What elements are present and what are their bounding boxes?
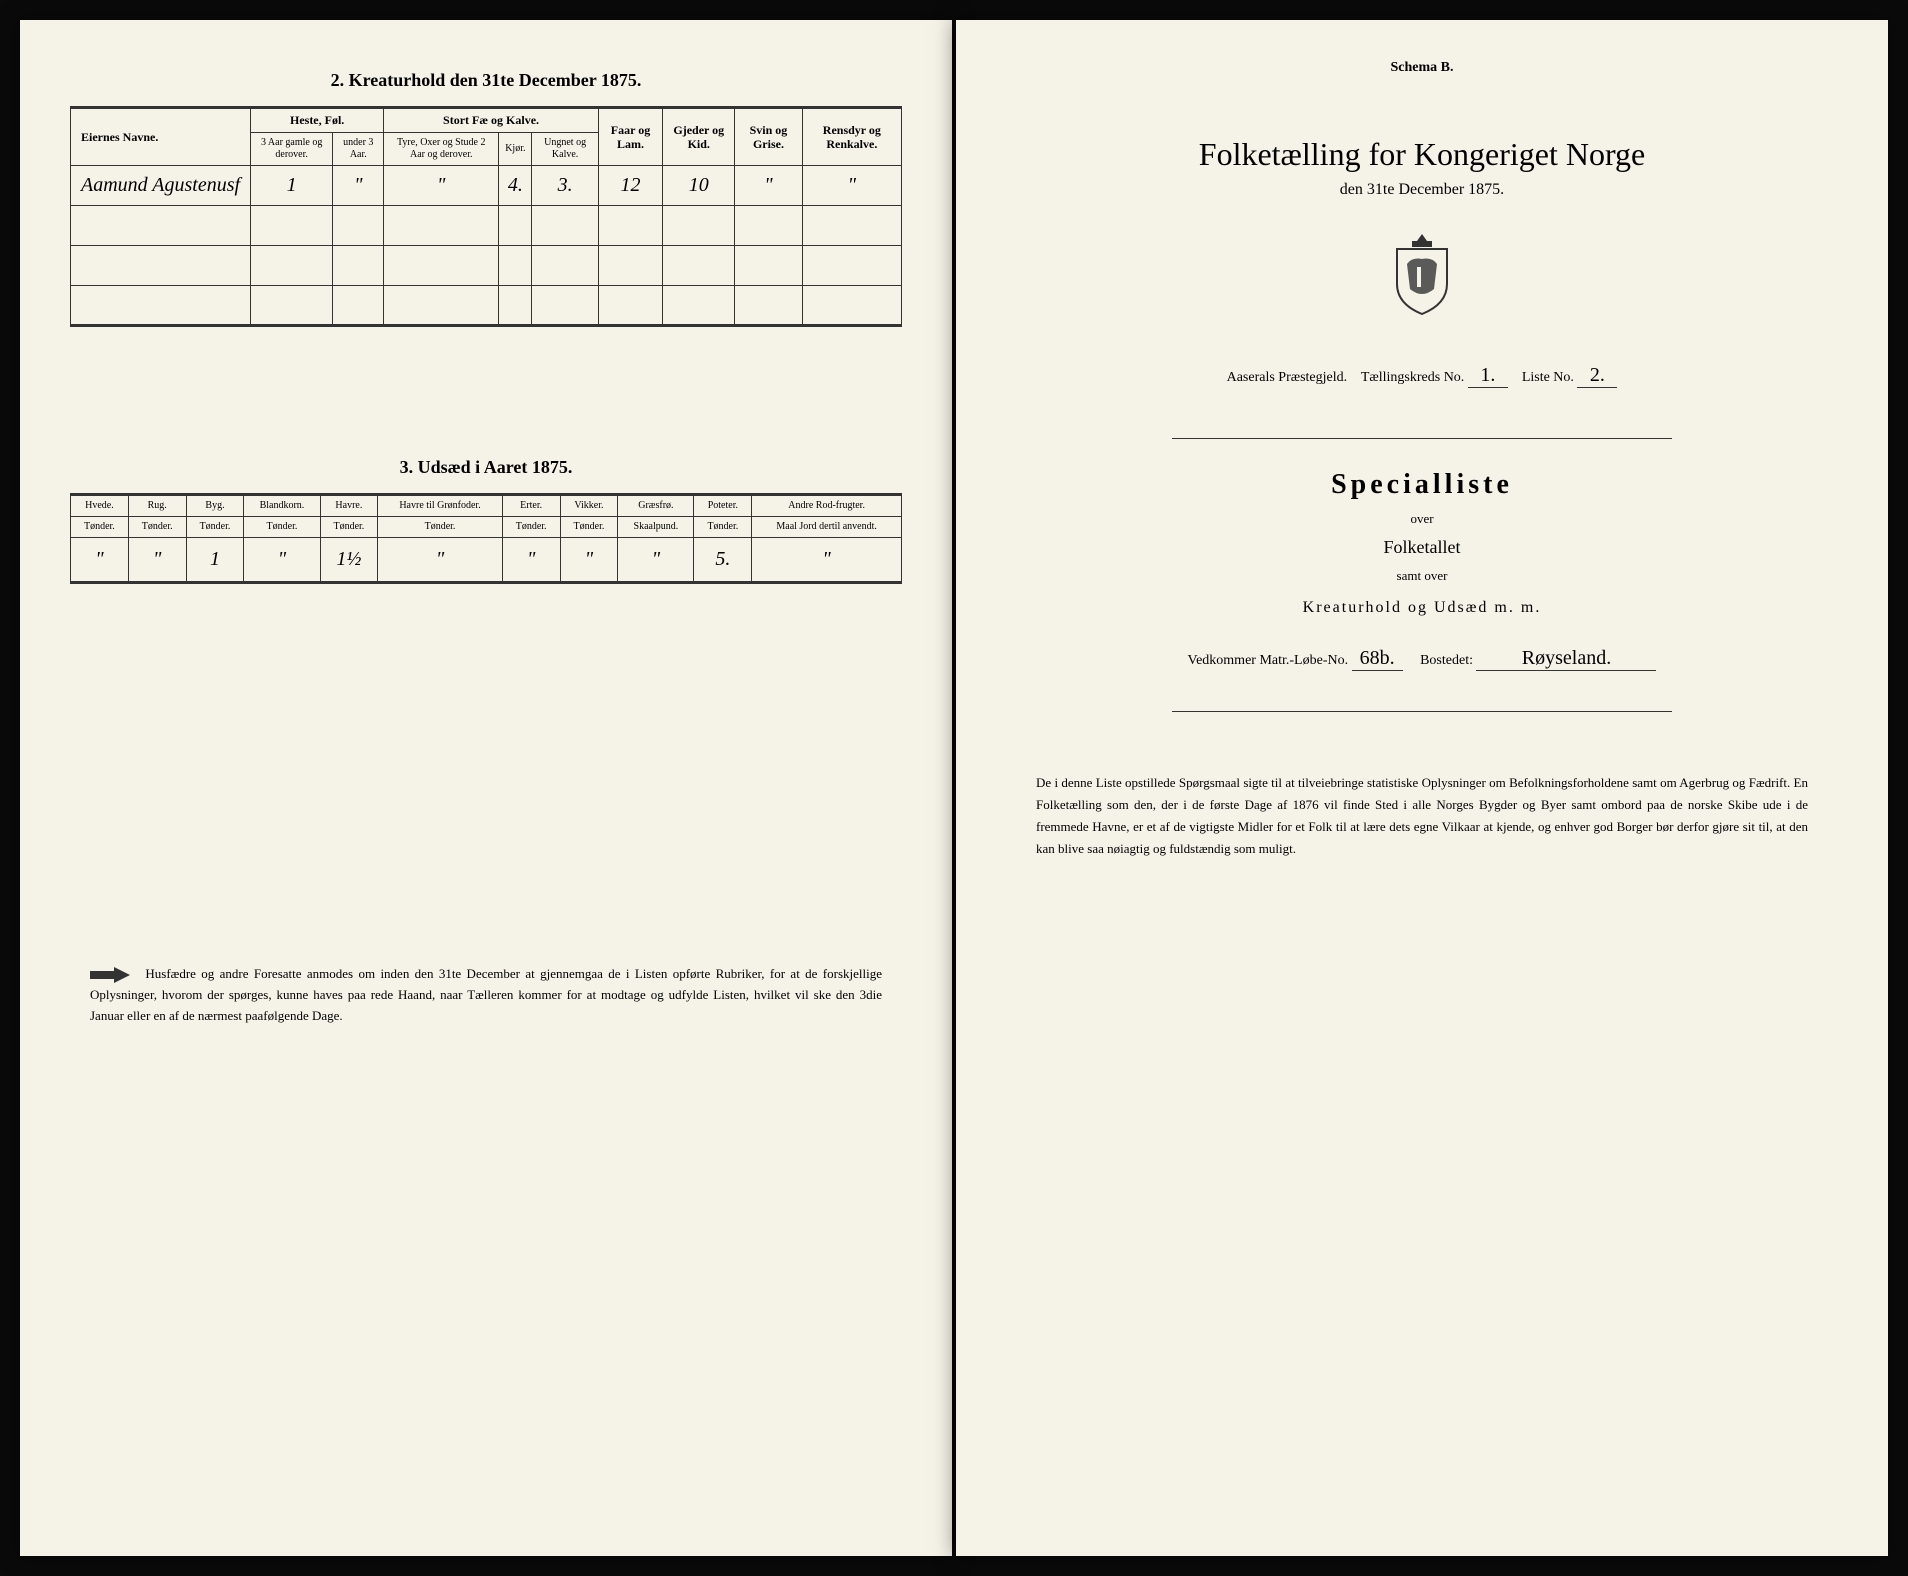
col-poteter: Poteter. (694, 495, 752, 517)
kreds-label: Tællingskreds No. (1361, 370, 1464, 385)
livestock-table: Eiernes Navne. Heste, Føl. Stort Fæ og K… (70, 106, 902, 327)
section3-title: 3. Udsæd i Aaret 1875. (70, 457, 902, 478)
cell: 1½ (320, 538, 378, 583)
col-havre-gron: Havre til Grønfoder. (378, 495, 502, 517)
over-text: over (1006, 511, 1838, 527)
col-byg: Byg. (186, 495, 244, 517)
table-row (71, 286, 902, 326)
parish-label: Aaserals Præstegjeld. (1227, 370, 1348, 385)
cell: " (71, 538, 129, 583)
unit: Tønder. (378, 517, 502, 538)
table-row (71, 246, 902, 286)
coat-of-arms-icon (1006, 229, 1838, 324)
cell: 1 (251, 166, 333, 206)
col-graesfro: Græsfrø. (618, 495, 694, 517)
cell: " (128, 538, 186, 583)
cell: 1 (186, 538, 244, 583)
cell: " (502, 538, 560, 583)
kreatur-line: Kreaturhold og Udsæd m. m. (1006, 599, 1838, 617)
col-stort2: Kjør. (499, 133, 532, 166)
unit: Tønder. (128, 517, 186, 538)
divider (1172, 711, 1671, 712)
pointing-hand-icon (90, 965, 130, 985)
table-row: Aamund Agustenusf 1 " " 4. 3. 12 10 " " (71, 166, 902, 206)
cell-name: Aamund Agustenusf (71, 166, 251, 206)
liste-label: Liste No. (1522, 370, 1574, 385)
unit: Tønder. (502, 517, 560, 538)
cell: " (802, 166, 901, 206)
col-heste: Heste, Føl. (251, 108, 384, 133)
bostedet: Røyseland. (1476, 647, 1656, 671)
col-blandkorn: Blandkorn. (244, 495, 320, 517)
matr-line: Vedkommer Matr.-Løbe-No. 68b. Bostedet: … (1006, 647, 1838, 671)
col-stort3: Ungnet og Kalve. (532, 133, 598, 166)
folketallet: Folketallet (1006, 537, 1838, 558)
bostedet-label: Bostedet: (1420, 653, 1473, 668)
unit: Tønder. (560, 517, 618, 538)
unit: Tønder. (694, 517, 752, 538)
sub-date: den 31te December 1875. (1006, 181, 1838, 199)
liste-no: 2. (1577, 364, 1617, 388)
matr-label: Vedkommer Matr.-Løbe-No. (1188, 653, 1349, 668)
table-row: " " 1 " 1½ " " " " 5. " (71, 538, 902, 583)
col-faar: Faar og Lam. (598, 108, 662, 166)
cell: " (378, 538, 502, 583)
col-erter: Erter. (502, 495, 560, 517)
kreds-no: 1. (1468, 364, 1508, 388)
samt-over: samt over (1006, 568, 1838, 584)
unit: Maal Jord dertil anvendt. (752, 517, 902, 538)
table-row (71, 206, 902, 246)
col-name: Eiernes Navne. (71, 108, 251, 166)
notice-text: Husfædre og andre Foresatte anmodes om i… (90, 966, 882, 1023)
right-page: Schema B. Folketælling for Kongeriget No… (956, 20, 1888, 1556)
seed-table: Hvede. Rug. Byg. Blandkorn. Havre. Havre… (70, 493, 902, 584)
col-stort1: Tyre, Oxer og Stude 2 Aar og derover. (384, 133, 499, 166)
cell: " (560, 538, 618, 583)
cell: 4. (499, 166, 532, 206)
col-heste2: under 3 Aar. (333, 133, 384, 166)
cell: 12 (598, 166, 662, 206)
col-gjeder: Gjeder og Kid. (663, 108, 735, 166)
right-notice: De i denne Liste opstillede Spørgsmaal s… (1006, 772, 1838, 860)
col-rensdyr: Rensdyr og Renkalve. (802, 108, 901, 166)
book-spread: 2. Kreaturhold den 31te December 1875. E… (20, 20, 1888, 1556)
matr-no: 68b. (1352, 647, 1403, 671)
cell: " (244, 538, 320, 583)
cell: 5. (694, 538, 752, 583)
col-heste1: 3 Aar gamle og derover. (251, 133, 333, 166)
col-havre: Havre. (320, 495, 378, 517)
cell: " (618, 538, 694, 583)
cell: 10 (663, 166, 735, 206)
cell: " (384, 166, 499, 206)
cell: " (735, 166, 802, 206)
col-andre: Andre Rod-frugter. (752, 495, 902, 517)
cell: 3. (532, 166, 598, 206)
col-hvede: Hvede. (71, 495, 129, 517)
special-title: Specialliste (1006, 469, 1838, 501)
unit: Tønder. (320, 517, 378, 538)
col-rug: Rug. (128, 495, 186, 517)
cell: " (752, 538, 902, 583)
left-page: 2. Kreaturhold den 31te December 1875. E… (20, 20, 952, 1556)
col-vikker: Vikker. (560, 495, 618, 517)
unit: Tønder. (244, 517, 320, 538)
schema-label: Schema B. (1006, 60, 1838, 76)
unit: Skaalpund. (618, 517, 694, 538)
parish-line: Aaserals Præstegjeld. Tællingskreds No. … (1006, 364, 1838, 388)
cell: " (333, 166, 384, 206)
left-notice: Husfædre og andre Foresatte anmodes om i… (70, 964, 902, 1027)
section2-title: 2. Kreaturhold den 31te December 1875. (70, 70, 902, 91)
col-svin: Svin og Grise. (735, 108, 802, 166)
divider (1172, 438, 1671, 439)
unit: Tønder. (71, 517, 129, 538)
col-stort: Stort Fæ og Kalve. (384, 108, 598, 133)
unit: Tønder. (186, 517, 244, 538)
main-title: Folketælling for Kongeriget Norge (1006, 136, 1838, 173)
